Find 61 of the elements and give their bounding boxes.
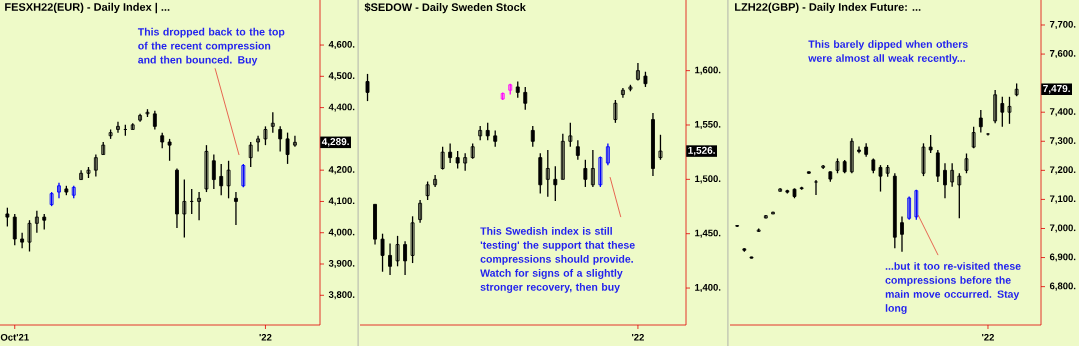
y-tick-label: 7,000. [1049, 224, 1076, 233]
candlestick [1007, 96, 1012, 125]
candlestick [878, 164, 883, 193]
candlestick [658, 134, 663, 161]
candlestick [410, 215, 415, 264]
candlestick [598, 155, 603, 188]
y-tick-label: 3,900. [328, 259, 355, 269]
y-tick-label: 7,100. [1049, 195, 1076, 204]
x-tick-label: '22 [982, 333, 995, 341]
candlestick [226, 160, 231, 199]
candlestick [27, 219, 32, 253]
y-tick-label: 4,500. [328, 72, 355, 81]
y-tick-label: 4,100. [328, 197, 355, 206]
x-tick-label: '22 [632, 333, 644, 341]
annotation: This dropped back to the top of the recent compression and then bounced. Buy [137, 27, 285, 66]
y-tick-label: 7,200. [1049, 166, 1076, 175]
candlestick [395, 235, 400, 267]
y-tick-label: 7,700. [1049, 20, 1076, 30]
y-tick-label: 1,550. [695, 120, 721, 130]
candlestick [964, 152, 969, 174]
y-tick-label: 4,000. [328, 228, 355, 237]
x-tick-label: Oct'21 [0, 333, 29, 341]
text: 7,479. [1043, 84, 1070, 94]
candlestick [167, 138, 172, 162]
candlestick [756, 227, 761, 233]
y-tick-label: 1,600. [695, 66, 721, 75]
y-tick-label: 7,300. [1049, 137, 1076, 146]
candlestick [928, 134, 933, 154]
chart-title: FESXH22(EUR) - Daily Index | ... [5, 2, 170, 14]
y-tick-label: 7,600. [1049, 50, 1076, 59]
text: 4,289. [321, 138, 349, 147]
candlestick [583, 159, 588, 188]
annotation: This Swedish index is still 'testing' the support that these compressions should provide. Watch for signs of a slightly stronger recovery, then buy [480, 227, 635, 293]
candlestick [365, 73, 370, 102]
chart-title: $SEDOW - Daily Sweden Stock [364, 2, 526, 14]
candlestick [440, 146, 445, 171]
candlestick [285, 131, 290, 165]
y-tick-label: 1,450. [695, 229, 721, 238]
candlestick [204, 144, 209, 193]
candlestick [613, 99, 618, 124]
y-tick-label: 1,500. [695, 175, 721, 184]
candlestick [425, 180, 430, 201]
candlestick [778, 187, 783, 193]
y-tick-label: 6,900. [1049, 253, 1076, 262]
chart-title: LZH22(GBP) - Daily Index Future: ... [735, 2, 921, 14]
candlestick [5, 207, 10, 228]
annotation: ...but it too re-visited these compressions before the main move occurred. Stay long [885, 262, 1021, 314]
candlestick [771, 210, 775, 215]
y-tick-label: 3,800. [328, 291, 355, 300]
y-tick-label: 6,800. [1049, 282, 1076, 291]
candlestick [263, 125, 268, 146]
y-tick-label: 4,600. [328, 40, 355, 50]
y-tick-label: 4,400. [328, 103, 355, 112]
annotation: This barely dipped when others were almost all weak recently... [808, 40, 968, 64]
y-tick-label: 7,400. [1049, 108, 1076, 117]
x-tick-label: '22 [259, 333, 272, 341]
candlestick [921, 142, 926, 177]
y-tick-label: 4,200. [328, 166, 355, 175]
text: 1,526. [688, 146, 715, 156]
candlestick [380, 233, 385, 273]
y-tick-label: 1,400. [695, 283, 721, 293]
